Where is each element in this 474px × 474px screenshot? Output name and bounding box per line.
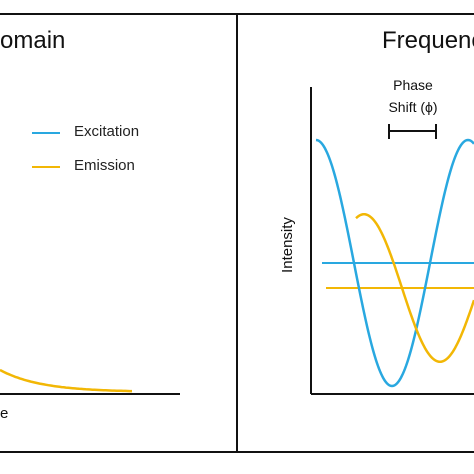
phase-label-line2: Shift (ϕ): [388, 99, 438, 115]
legend-label-emission: Emission: [74, 157, 135, 174]
legend-swatch-excitation: [32, 132, 60, 134]
emission-wave: [355, 212, 474, 364]
phase-label-line1: Phase: [393, 77, 433, 93]
emission-decay-curve: [0, 368, 132, 393]
excitation-wave: [315, 138, 474, 388]
left-panel-title: omain: [0, 27, 66, 54]
legend-label-excitation: Excitation: [74, 123, 140, 140]
right-y-axis-label: Intensity: [279, 217, 296, 273]
right-panel-title: Frequenc: [382, 27, 474, 54]
phase-shift-bracket: [388, 124, 437, 139]
legend-swatch-emission: [32, 166, 60, 168]
left-x-axis-label: e: [0, 405, 9, 422]
